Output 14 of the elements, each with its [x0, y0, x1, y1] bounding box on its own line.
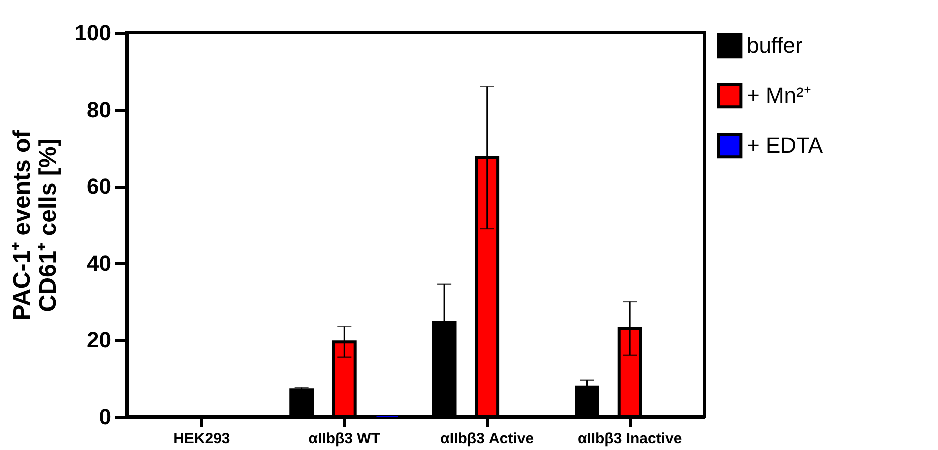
y-tick-label: 60: [87, 174, 112, 200]
y-tick-label: 80: [87, 97, 112, 122]
y-tick-label: 0: [99, 404, 112, 430]
legend-label: + Mn²⁺: [747, 83, 811, 108]
legend-label: buffer: [747, 33, 803, 58]
y-tick-label: 100: [74, 20, 112, 46]
x-tick-label: αIIbβ3 WT: [308, 430, 380, 448]
y-tick-label: 20: [87, 328, 112, 353]
y-tick-label: 40: [87, 250, 112, 276]
x-tick-label: αIIbβ3 Inactive: [578, 430, 682, 448]
x-tick-label: HEK293: [174, 430, 230, 448]
legend-label: + EDTA: [747, 133, 824, 158]
y-axis-title: PAC-1⁺ events of CD61⁺ cells [%]: [8, 129, 62, 321]
x-tick-label: αIIbβ3 Active: [440, 430, 534, 448]
